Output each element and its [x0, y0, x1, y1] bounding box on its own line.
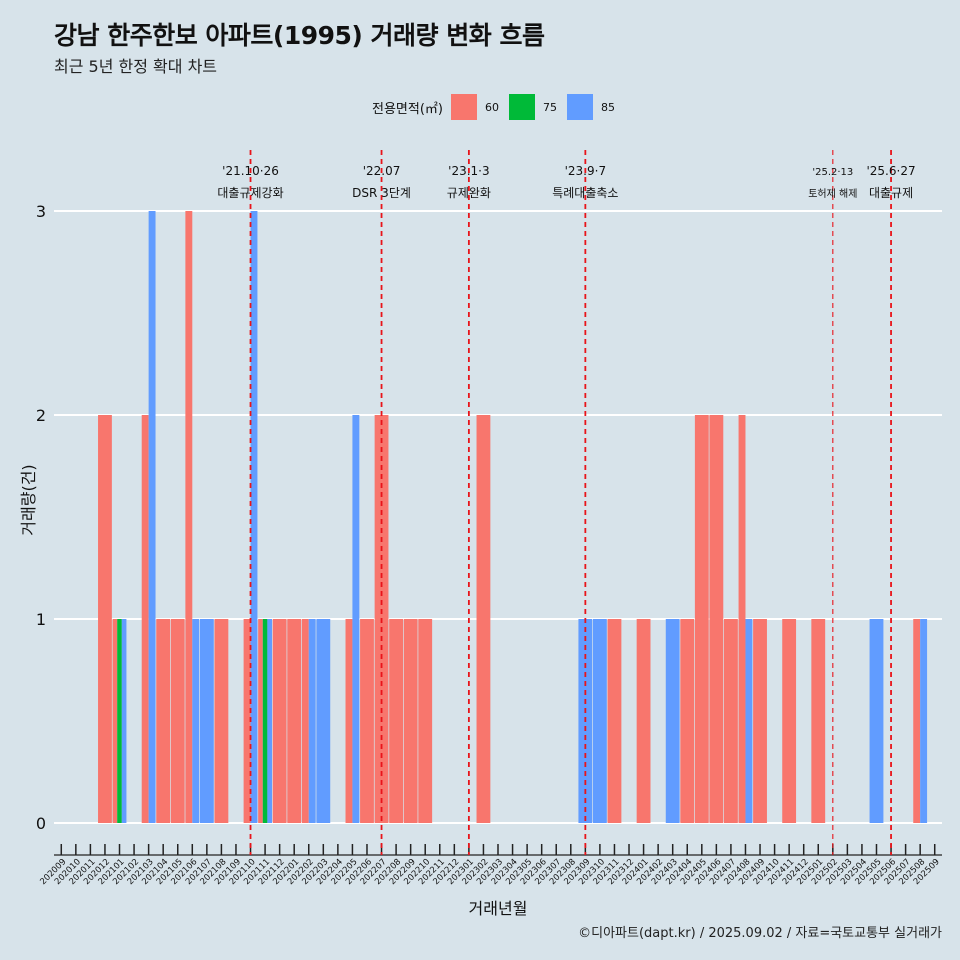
- event-name-label: 토허제 해제: [808, 187, 857, 200]
- event-date-label: '21.10·26: [222, 164, 279, 178]
- bar-60-202501: [811, 619, 826, 823]
- chart-subtitle: 최근 5년 한정 확대 차트: [54, 57, 218, 76]
- y-tick-label: 3: [36, 202, 46, 221]
- event-date-label: '25.2·13: [812, 167, 853, 178]
- bar-60-202404: [680, 619, 695, 823]
- bar-60-202105: [170, 619, 185, 823]
- bar-60-202408: [738, 415, 746, 823]
- bar-60-202012: [98, 415, 112, 823]
- event-name-label: 대출규제강화: [217, 186, 283, 200]
- bar-60-202210: [418, 619, 433, 823]
- bar-60-202103: [141, 415, 149, 823]
- bar-60-202104: [156, 619, 171, 823]
- bar-60-202409: [753, 619, 767, 823]
- bar-60-202405: [694, 415, 709, 823]
- bar-85-202103: [148, 211, 156, 823]
- bar-60-202206: [360, 619, 374, 823]
- bar-85-202205: [352, 415, 360, 823]
- y-tick-label: 2: [36, 406, 46, 425]
- legend-item-75: 75: [508, 94, 559, 120]
- bar-60-202208: [389, 619, 404, 823]
- event-date-label: '23.1·3: [448, 164, 489, 178]
- legend-label-85: 85: [600, 100, 615, 114]
- bar-85-202310: [592, 619, 607, 823]
- y-tick-label: 1: [36, 610, 46, 629]
- legend-item-60: 60: [450, 94, 501, 120]
- event-name-label: 대출규제: [869, 186, 913, 200]
- legend-swatch-60: [450, 94, 477, 120]
- bar-60-202407: [724, 619, 738, 823]
- legend-label-75: 75: [542, 100, 557, 114]
- bar-85-202508: [920, 619, 928, 823]
- bar-60-202209: [403, 619, 418, 823]
- bar-60-202110: [243, 619, 251, 823]
- event-name-label: DSR 3단계: [352, 186, 411, 200]
- y-axis-title: 거래량(건): [19, 464, 38, 535]
- bar-60-202205: [345, 619, 353, 823]
- bar-85-202203: [316, 619, 331, 823]
- legend-item-85: 85: [566, 94, 617, 120]
- source-caption: ©디아파트(dapt.kr) / 2025.09.02 / 자료=국토교통부 실…: [578, 926, 942, 941]
- bar-60-202302: [476, 415, 491, 823]
- bar-85-202110: [250, 211, 258, 823]
- bar-60-202508: [913, 619, 921, 823]
- event-name-label: 규제완화: [447, 186, 491, 200]
- bar-85-202403: [665, 619, 680, 823]
- y-tick-label: 0: [36, 814, 46, 833]
- bar-60-202111: [258, 619, 263, 823]
- bar-75-202101: [117, 619, 122, 823]
- bar-85-202101: [121, 619, 127, 823]
- bar-60-202108: [214, 619, 229, 823]
- legend-title: 전용면적(㎡): [372, 101, 443, 117]
- bar-85-202202: [308, 619, 316, 823]
- bar-60-202311: [607, 619, 622, 823]
- bar-60-202106: [185, 211, 193, 823]
- event-name-label: 특례대출축소: [552, 186, 618, 200]
- legend-label-60: 60: [484, 100, 499, 114]
- bar-60-202101: [112, 619, 118, 823]
- x-axis-title: 거래년월: [469, 899, 528, 918]
- event-date-label: '25.6·27: [866, 164, 915, 178]
- legend-swatch-75: [508, 94, 535, 120]
- bar-85-202107: [199, 619, 214, 823]
- bar-60-202112: [272, 619, 287, 823]
- bar-60-202411: [782, 619, 797, 823]
- legend: 전용면적(㎡) 60 75 85: [372, 94, 625, 120]
- bar-85-202106: [192, 619, 200, 823]
- bar-85-202111: [267, 619, 272, 823]
- bar-60-202202: [301, 619, 309, 823]
- bar-60-202401: [636, 619, 651, 823]
- bar-60-202201: [287, 619, 302, 823]
- event-date-label: '23.9·7: [565, 164, 606, 178]
- chart-title: 강남 한주한보 아파트(1995) 거래량 변화 흐름: [54, 21, 545, 50]
- bar-85-202408: [745, 619, 753, 823]
- bar-60-202406: [709, 415, 724, 823]
- event-date-label: '22.07: [363, 164, 401, 178]
- bar-75-202111: [262, 619, 268, 823]
- legend-swatch-85: [566, 94, 593, 120]
- bar-85-202505: [869, 619, 884, 823]
